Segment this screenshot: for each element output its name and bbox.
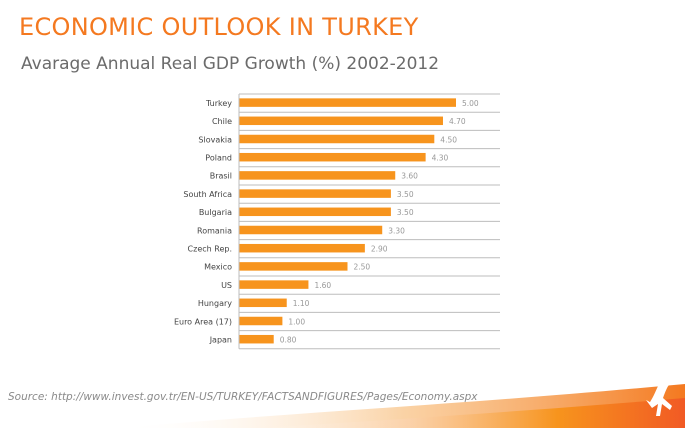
value-label: 2.90 bbox=[371, 244, 388, 253]
category-label: Romania bbox=[197, 226, 232, 235]
bar bbox=[239, 152, 426, 162]
bar bbox=[239, 134, 435, 144]
category-label: Euro Area (17) bbox=[174, 317, 232, 326]
bar bbox=[239, 298, 287, 308]
category-label: Brasil bbox=[210, 172, 232, 181]
bar bbox=[239, 243, 365, 253]
bar bbox=[239, 98, 456, 107]
category-label: Bulgaria bbox=[199, 208, 232, 217]
bar bbox=[239, 334, 274, 344]
value-label: 4.30 bbox=[432, 153, 449, 162]
value-label: 3.50 bbox=[397, 208, 414, 217]
bar bbox=[239, 189, 391, 198]
value-label: 1.00 bbox=[288, 317, 305, 326]
value-label: 2.50 bbox=[354, 263, 371, 272]
chart-subtitle: Avarage Annual Real GDP Growth (%) 2002-… bbox=[21, 54, 440, 74]
value-label: 4.70 bbox=[449, 117, 466, 126]
category-label: Japan bbox=[209, 335, 232, 344]
value-label: 3.30 bbox=[388, 226, 405, 235]
source-citation: Source: http://www.invest.gov.tr/EN-US/T… bbox=[8, 391, 478, 403]
category-label: Slovakia bbox=[198, 135, 232, 144]
value-label: 3.60 bbox=[401, 172, 418, 181]
bar bbox=[239, 116, 443, 126]
category-label: Turkey bbox=[205, 99, 232, 108]
value-label: 5.00 bbox=[462, 99, 479, 108]
bar bbox=[239, 280, 309, 289]
value-label: 3.50 bbox=[397, 190, 414, 199]
category-label: Poland bbox=[205, 153, 232, 162]
page-title: ECONOMIC OUTLOOK IN TURKEY bbox=[19, 13, 419, 41]
value-label: 1.10 bbox=[293, 299, 310, 308]
value-label: 0.80 bbox=[280, 335, 297, 344]
category-label: Hungary bbox=[198, 299, 232, 308]
category-label: Mexico bbox=[204, 263, 232, 272]
category-label: Chile bbox=[212, 117, 232, 126]
bar bbox=[239, 225, 383, 235]
category-label: US bbox=[221, 281, 232, 290]
category-label: Czech Rep. bbox=[188, 244, 232, 253]
category-label: South Africa bbox=[183, 190, 232, 199]
value-label: 4.50 bbox=[440, 135, 457, 144]
brand-logo-icon bbox=[646, 381, 672, 416]
value-label: 1.60 bbox=[314, 281, 331, 290]
bar bbox=[239, 171, 396, 180]
bar bbox=[239, 316, 283, 326]
bar bbox=[239, 207, 391, 217]
bar bbox=[239, 262, 348, 271]
